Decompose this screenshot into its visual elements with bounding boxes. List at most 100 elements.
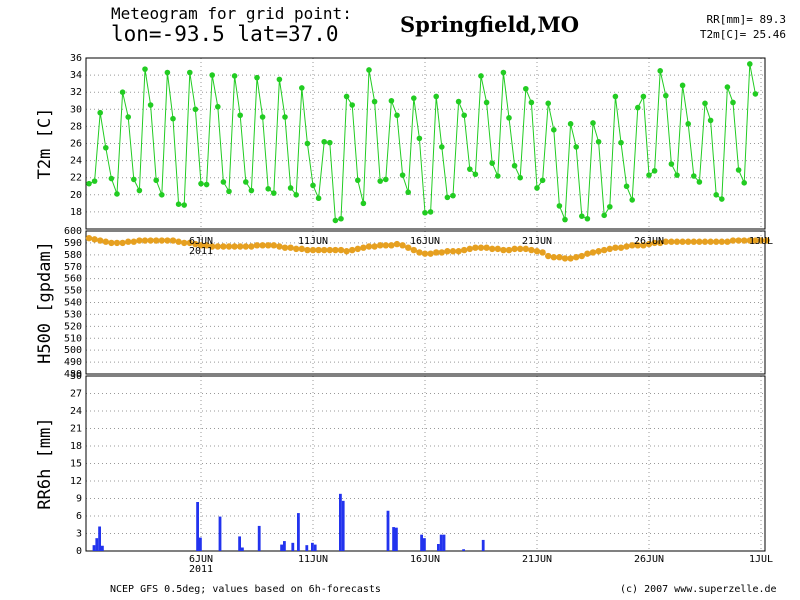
t2m-point [170,115,176,122]
t2m-point [91,178,98,184]
t2m-point [254,74,260,81]
h500-point [533,248,541,255]
rr6h-bar [420,534,423,551]
t2m-point [741,180,747,186]
y-tick-label: 36 [70,53,82,64]
h500-point [595,248,602,255]
x-tick-label: 16JUN [410,554,440,565]
t2m-point [707,117,714,124]
t2m-point [103,144,109,151]
t2m-point [332,217,339,224]
h500-point [382,242,389,249]
t2m-point [618,139,624,146]
header-title: Meteogram for grid point: [111,4,352,23]
y-tick-label: 480 [64,369,82,380]
t2m-point [259,114,266,120]
t2m-point [640,93,647,100]
h500-point [673,238,681,245]
h500-point [489,245,496,253]
t2m-point [679,82,686,89]
y-tick-label: 21 [70,424,82,435]
t2m-point [730,99,736,106]
t2m-point [562,216,568,223]
t2m-point [551,127,557,133]
y-tick-label: 540 [64,298,82,309]
h500-point [214,243,221,250]
t2m-point [601,212,607,219]
y-tick-label: 560 [64,274,82,285]
h500-point [461,246,468,254]
t2m-point [747,61,753,67]
t2m-point [433,93,440,100]
t2m-point [282,114,288,120]
rr6h-bar [313,544,317,551]
t2m-point [108,175,115,182]
t2m-axis-label: T2m [C] [35,108,55,180]
h500-point [113,239,121,247]
t2m-point [623,183,630,190]
rr6h-bar [283,541,286,551]
t2m-point [735,167,742,173]
h500-point [332,246,339,254]
h500-point [522,245,529,253]
t2m-point [696,179,703,185]
h500-point [102,238,110,245]
h500-point [186,239,193,247]
t2m-point [327,139,333,146]
rr6h-bar [305,545,309,551]
rr6h-bar [241,547,244,551]
t2m-point [427,209,434,215]
rr6h-bar [392,527,395,551]
h500-point [231,243,238,250]
h500-point [427,250,434,257]
t2m-point [444,194,451,201]
x-tick-label: 16JUN [410,236,440,247]
panel-frame [85,57,766,230]
y-tick-label: 24 [70,156,82,167]
y-tick-label: 530 [64,309,82,320]
h500-point [701,238,709,245]
h500-point [253,242,261,249]
h500-point [539,249,546,256]
y-tick-label: 18 [70,441,82,452]
h500-point [511,245,518,253]
h500-point [438,249,445,256]
y-tick-label: 0 [76,546,82,557]
h500-point [337,246,345,254]
h500-point [242,243,249,250]
h500-point [477,244,485,251]
t2m-point [724,84,731,90]
t2m-point [360,200,367,207]
h500-point [197,242,205,249]
rr6h-bar [339,493,342,551]
t2m-point [114,191,120,197]
y-tick-label: 12 [70,476,82,487]
h500-point [309,246,317,254]
rr6h-bar [386,510,390,551]
t2m-point [657,68,663,74]
h500-point [729,237,737,244]
h500-point [343,248,350,255]
h500-point [287,244,294,251]
t2m-point [483,99,490,106]
rr6h-bar [92,545,96,551]
h500-point [545,252,552,260]
h500-point [298,245,305,253]
rr6h-bar [481,539,485,551]
rr6h-bar [341,500,345,551]
t2m-point [534,185,540,191]
t2m-point [215,103,221,110]
h500-point [606,245,613,253]
t2m-point [86,180,92,187]
h500-point [752,237,759,244]
t2m-point [377,178,384,184]
h500-point [679,238,686,245]
t2m-point [584,215,591,222]
rr6h-bar [101,545,104,551]
h500-point [399,242,406,249]
h500-point [393,240,401,248]
h500-point [304,246,311,254]
t2m-point [702,100,708,107]
rr6h-bar [196,502,199,551]
rr6h-bar [280,544,283,551]
